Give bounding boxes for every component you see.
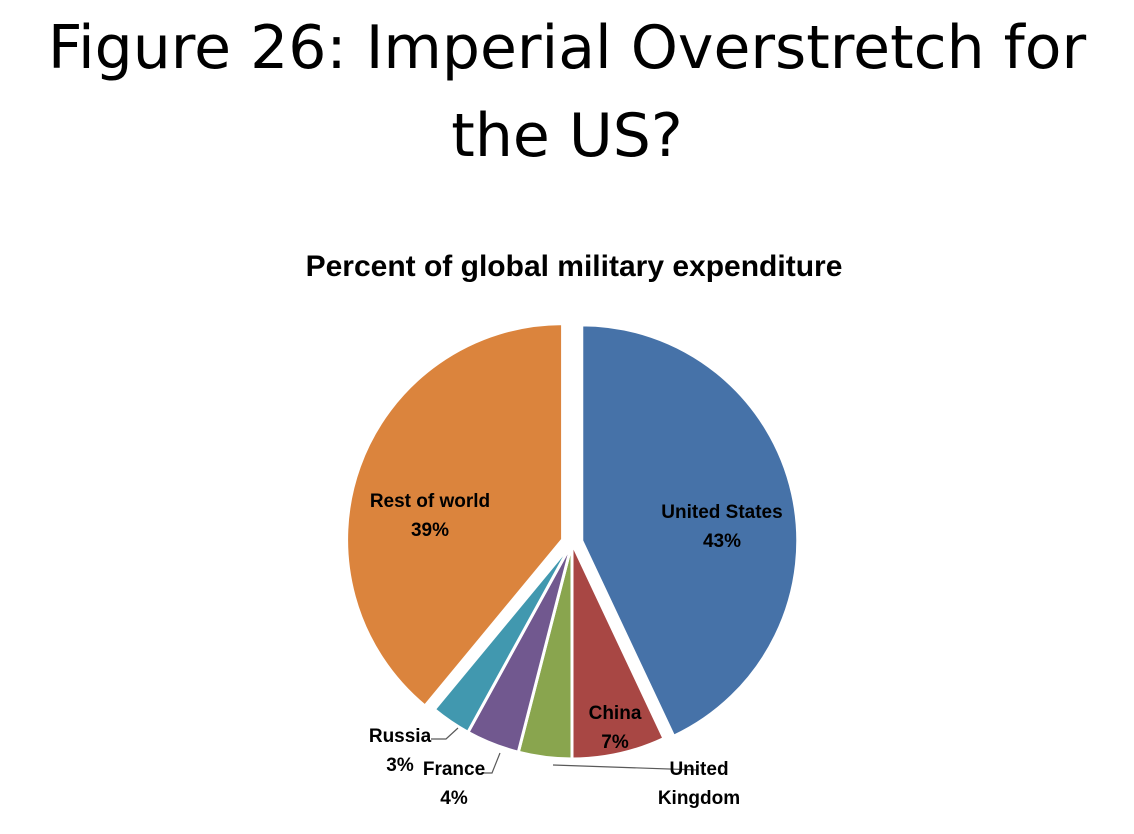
- slice-name: Russia: [369, 726, 432, 747]
- slice-value: 43%: [703, 531, 741, 552]
- slice-value: 4%: [440, 788, 468, 809]
- slice-name: China: [589, 703, 642, 724]
- slice-value: 39%: [411, 520, 449, 541]
- slice-label-united-kingdom: United Kingdom: [658, 759, 740, 809]
- leader-lines: [431, 727, 699, 774]
- slice-label-china: China 7%: [589, 703, 642, 753]
- slice-value: 3%: [386, 755, 414, 776]
- leader-line-france: [483, 752, 501, 774]
- slice-label-france: France 4%: [423, 759, 485, 809]
- slice-name: United: [669, 759, 728, 780]
- slide-title: Figure 26: Imperial Overstretch for the …: [0, 4, 1134, 180]
- pie-slice-russia: [432, 541, 574, 734]
- slice-name: Kingdom: [658, 788, 740, 809]
- pie-slices: [345, 322, 800, 761]
- leader-line-russia: [431, 727, 459, 740]
- leader-line-united-kingdom: [552, 764, 699, 771]
- slice-label-russia: Russia 3%: [369, 726, 432, 776]
- slice-name: United States: [661, 502, 782, 523]
- slice-name: France: [423, 759, 485, 780]
- pie-slice-rest-of-world: [345, 322, 565, 708]
- pie-slice-united-states: [580, 323, 800, 738]
- slide-title-text: Figure 26: Imperial Overstretch for the …: [47, 13, 1087, 171]
- slice-label-united-states: United States 43%: [661, 502, 782, 552]
- slice-label-rest-of-world: Rest of world 39%: [370, 491, 490, 541]
- chart-title: Percent of global military expenditure: [306, 250, 843, 283]
- slice-value: 7%: [601, 732, 629, 753]
- slice-name: Rest of world: [370, 491, 490, 512]
- slice-labels: United States 43% China 7% United Kingdom Fran…: [369, 491, 783, 809]
